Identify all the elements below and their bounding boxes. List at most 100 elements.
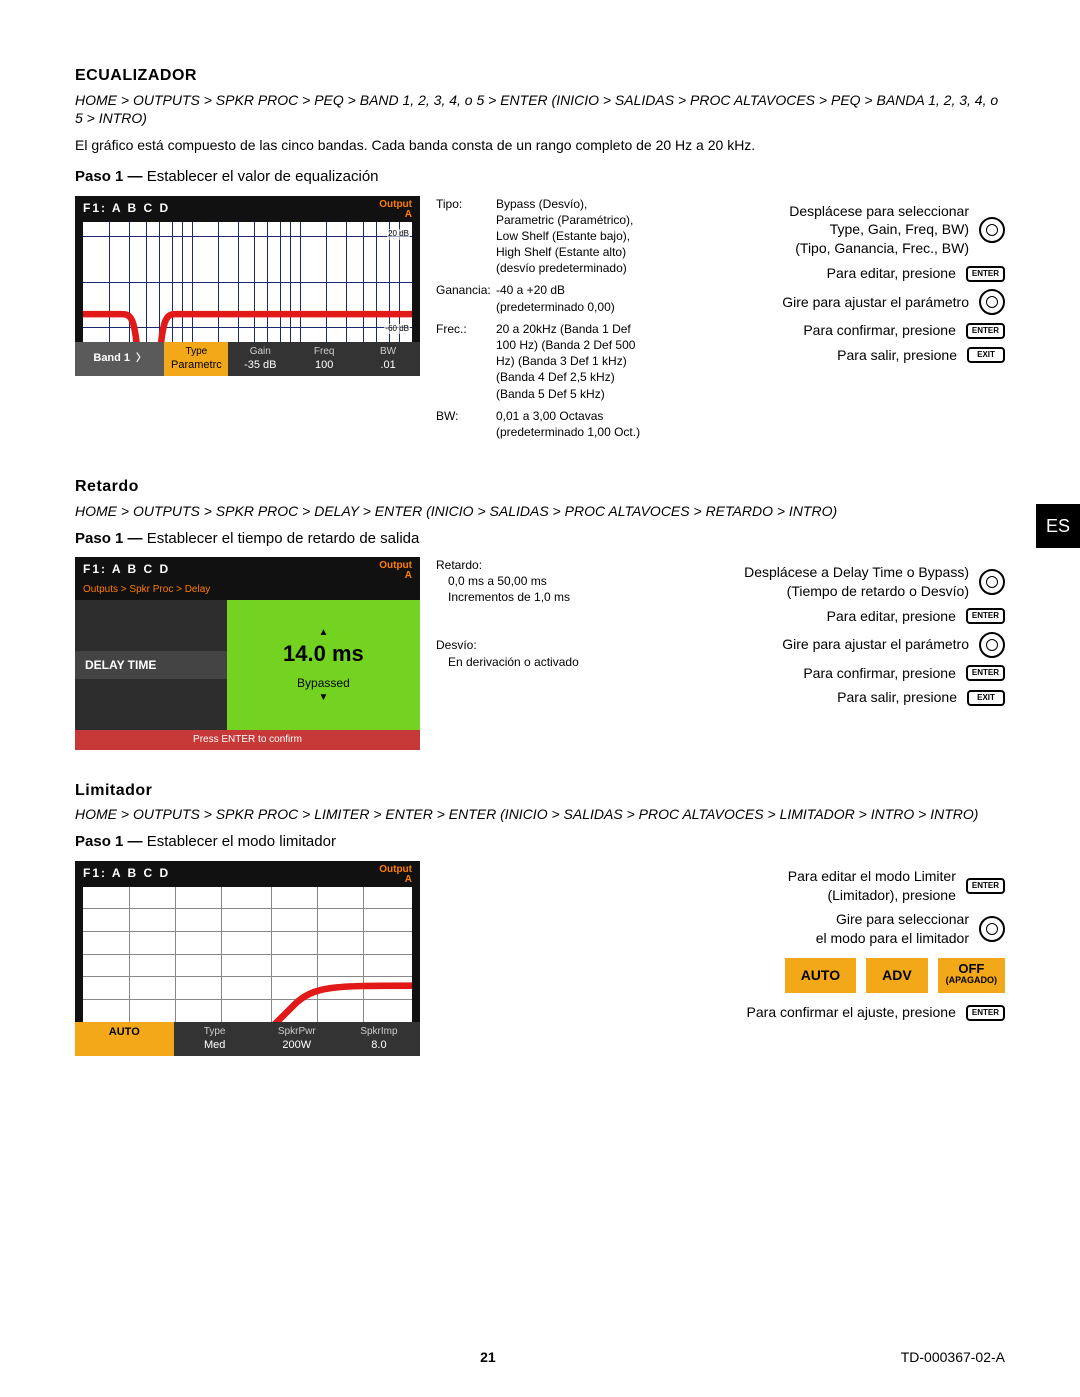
lim-act-3: Para confirmar el ajuste, presione (747, 1003, 956, 1022)
delay-spec-k-0: Retardo: (436, 557, 496, 573)
eq-breadcrumb: HOME > OUTPUTS > SPKR PROC > PEQ > BAND … (75, 91, 1005, 129)
lim-val-imp: 8.0 (338, 1038, 420, 1053)
delay-spec-v-1: En derivación o activado (436, 654, 606, 670)
lim-step1-label: Paso 1 — (75, 833, 143, 850)
eq-act-1a: Desplácese para seleccionar (789, 203, 969, 219)
lim-col-pwr: SpkrPwr (256, 1025, 338, 1039)
eq-act-4: Para confirmar, presione (803, 321, 956, 340)
enter-key-icon: ENTER (966, 266, 1005, 282)
delay-spec-v-0: 0,0 ms a 50,00 ms Incrementos de 1,0 ms (436, 573, 606, 605)
delay-lcd-title: F1: A B C D (83, 561, 170, 581)
eq-val-type: Parametrc (164, 358, 228, 373)
eq-lcd: F1: A B C D OutputA 20 dB -60 dB (75, 196, 420, 376)
eq-step1-label: Paso 1 — (75, 168, 143, 185)
eq-actions: Desplácese para seleccionarType, Gain, F… (662, 196, 1005, 371)
lim-col-type: Type (174, 1025, 256, 1039)
eq-val-bw: .01 (356, 358, 420, 373)
language-tab: ES (1036, 504, 1080, 548)
lim-breadcrumb: HOME > OUTPUTS > SPKR PROC > LIMITER > E… (75, 805, 1005, 824)
delay-spec-k-1: Desvío: (436, 637, 496, 653)
lim-lcd-out: Output (379, 864, 412, 875)
delay-act-2: Para editar, presione (827, 607, 956, 626)
eq-col-gain: Gain (228, 345, 292, 359)
delay-step1-text: Establecer el tiempo de retardo de salid… (147, 530, 420, 547)
lim-curve-svg (83, 887, 412, 1022)
eq-col-freq: Freq (292, 345, 356, 359)
lim-step1: Paso 1 — Establecer el modo limitador (75, 832, 1005, 852)
mode-auto-pill: AUTO (785, 958, 856, 993)
eq-val-gain: -35 dB (228, 358, 292, 373)
eq-act-1c: (Tipo, Ganancia, Frec., BW) (795, 240, 969, 256)
eq-step1: Paso 1 — Establecer el valor de equaliza… (75, 167, 1005, 187)
lim-lcd: F1: A B C D OutputA AUTO (75, 861, 420, 1056)
eq-chart: 20 dB -60 dB (83, 222, 412, 342)
delay-actions: Desplácese a Delay Time o Bypass) (Tiempo… (622, 557, 1005, 713)
eq-lcd-out: Output (379, 199, 412, 210)
enter-key-icon: ENTER (966, 878, 1005, 894)
eq-title: ECUALIZADOR (75, 65, 1005, 87)
delay-value-panel: ▲ 14.0 ms Bypassed ▼ (227, 600, 420, 730)
lim-auto-label: AUTO (75, 1022, 174, 1056)
lim-val-pwr: 200W (256, 1038, 338, 1053)
knob-icon (979, 632, 1005, 658)
eq-act-5: Para salir, presione (837, 346, 957, 365)
lim-act-2b: el modo para el limitador (816, 930, 969, 946)
mode-off-sub: (APAGADO) (946, 975, 997, 985)
eq-col-bw: BW (356, 345, 420, 359)
delay-lcd-ch: A (379, 571, 412, 581)
delay-confirm-bar: Press ENTER to confirm (75, 730, 420, 750)
delay-act-1a: Desplácese a Delay Time o Bypass) (744, 564, 969, 580)
eq-specs: Tipo:Bypass (Desvío), Parametric (Paramé… (436, 196, 646, 447)
lim-lcd-title: F1: A B C D (83, 865, 170, 885)
lim-act-1b: (Limitador), presione (827, 887, 955, 903)
eq-spec-k-2: Frec.: (436, 321, 496, 402)
delay-specs: Retardo:0,0 ms a 50,00 ms Incrementos de… (436, 557, 606, 676)
delay-time-label: DELAY TIME (75, 651, 227, 679)
eq-step1-text: Establecer el valor de equalización (147, 168, 379, 185)
delay-act-3: Gire para ajustar el parámetro (782, 635, 969, 654)
delay-act-1b: (Tiempo de retardo o Desvío) (787, 583, 969, 599)
mode-off-label: OFF (946, 962, 997, 976)
delay-act-4: Para confirmar, presione (803, 664, 956, 683)
enter-key-icon: ENTER (966, 608, 1005, 624)
eq-col-type: Type (164, 345, 228, 359)
eq-spec-v-1: -40 a +20 dB (predeterminado 0,00) (496, 282, 646, 314)
delay-step1: Paso 1 — Establecer el tiempo de retardo… (75, 529, 1005, 549)
eq-act-2: Para editar, presione (827, 264, 956, 283)
knob-icon (979, 916, 1005, 942)
delay-bypassed: Bypassed (297, 669, 350, 691)
lim-actions: Para editar el modo Limiter (Limitador), … (602, 861, 1005, 1028)
mode-adv-pill: ADV (866, 958, 928, 993)
knob-icon (979, 569, 1005, 595)
lim-col-imp: SpkrImp (338, 1025, 420, 1039)
eq-spec-k-0: Tipo: (436, 196, 496, 277)
lim-act-2a: Gire para seleccionar (836, 911, 969, 927)
eq-band-label: Band 1〉 (75, 342, 164, 376)
exit-key-icon: EXIT (967, 347, 1005, 363)
eq-spec-v-0: Bypass (Desvío), Parametric (Paramétrico… (496, 196, 646, 277)
enter-key-icon: ENTER (966, 323, 1005, 339)
delay-breadcrumb: HOME > OUTPUTS > SPKR PROC > DELAY > ENT… (75, 502, 1005, 521)
eq-val-freq: 100 (292, 358, 356, 373)
eq-lcd-title: F1: A B C D (83, 200, 170, 220)
lim-step1-text: Establecer el modo limitador (147, 833, 336, 850)
lim-val-type: Med (174, 1038, 256, 1053)
enter-key-icon: ENTER (966, 665, 1005, 681)
eq-spec-v-3: 0,01 a 3,00 Octavas (predeterminado 1,00… (496, 408, 646, 440)
delay-act-5: Para salir, presione (837, 688, 957, 707)
delay-lcd: F1: A B C D OutputA Outputs > Spkr Proc … (75, 557, 420, 750)
up-triangle-icon: ▲ (318, 626, 328, 640)
lim-lcd-ch: A (379, 875, 412, 885)
eq-act-3: Gire para ajustar el parámetro (782, 293, 969, 312)
doc-id: TD-000367-02-A (901, 1348, 1005, 1367)
lim-act-1a: Para editar el modo Limiter (788, 868, 956, 884)
mode-off-pill: OFF(APAGADO) (938, 958, 1005, 993)
lim-chart (83, 887, 412, 1022)
delay-lcd-crumb: Outputs > Spkr Proc > Delay (75, 583, 420, 601)
lim-title: Limitador (75, 780, 1005, 802)
delay-step1-label: Paso 1 — (75, 530, 143, 547)
delay-value: 14.0 ms (283, 639, 364, 669)
eq-lcd-ch: A (379, 210, 412, 220)
eq-spec-k-3: BW: (436, 408, 496, 440)
delay-title: Retardo (75, 476, 1005, 498)
